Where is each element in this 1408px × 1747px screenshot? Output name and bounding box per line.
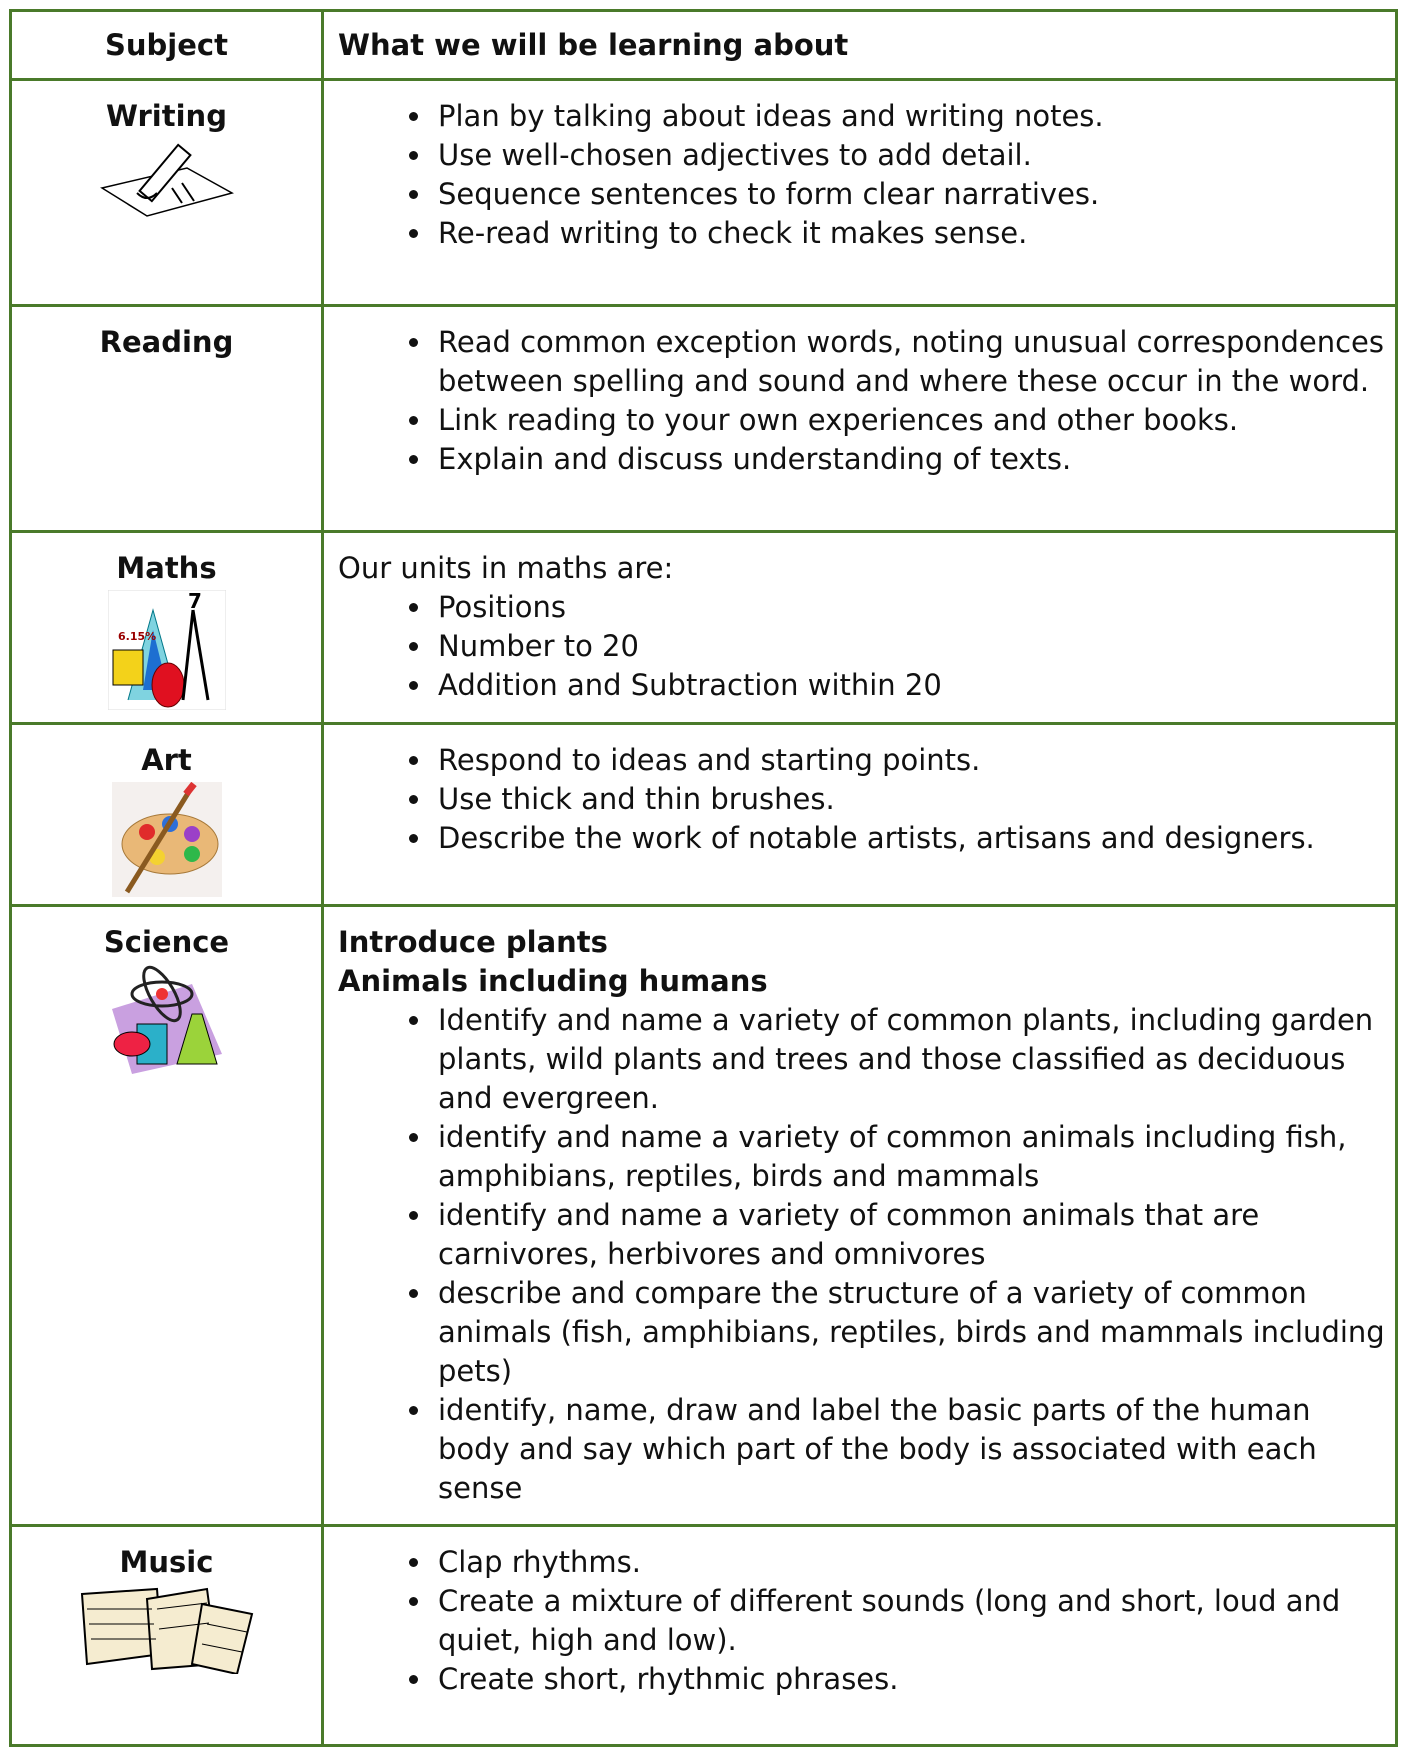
subject-cell: Writing: [9, 78, 324, 307]
subject-row: Reading Read common exception words, noti…: [9, 304, 1398, 533]
bullet-list: Plan by talking about ideas and writing …: [338, 97, 1385, 253]
bullet: Create a mixture of different sounds (lo…: [434, 1582, 1385, 1660]
subject-row: Science Introduce plants Animals including…: [9, 904, 1398, 1527]
bullet: Re-read writing to check it makes sense.: [434, 214, 1385, 253]
bullet-list: Clap rhythms.Create a mixture of differe…: [338, 1543, 1385, 1699]
header-row: Subject What we will be learning about: [9, 9, 1398, 81]
bullet: Read common exception words, noting unus…: [434, 323, 1385, 401]
heading: Animals including humans: [338, 964, 768, 998]
subject-row: Maths 6.15% 7 Our units in maths are:Positi…: [9, 530, 1398, 725]
content-cell: Our units in maths are:PositionsNumber t…: [321, 530, 1398, 725]
subject-name: Maths: [116, 551, 217, 585]
bullet: Explain and discuss understanding of tex…: [434, 440, 1385, 479]
header-learning: What we will be learning about: [321, 9, 1398, 81]
bullet: Plan by talking about ideas and writing …: [434, 97, 1385, 136]
subject-name: Writing: [106, 99, 227, 133]
bullet: Create short, rhythmic phrases.: [434, 1660, 1385, 1699]
bullet: Sequence sentences to form clear narrati…: [434, 175, 1385, 214]
bullet: Addition and Subtraction within 20: [434, 666, 1385, 705]
bullet: Clap rhythms.: [434, 1543, 1385, 1582]
subject-icon: [12, 1584, 321, 1674]
svg-text:7: 7: [188, 590, 202, 613]
content-cell: Read common exception words, noting unus…: [321, 304, 1398, 533]
table-body: Writing Plan by talking about ideas and w…: [9, 78, 1398, 1747]
bullet: identify, name, draw and label the basic…: [434, 1391, 1385, 1508]
content-cell: Introduce plants Animals including humans…: [321, 904, 1398, 1527]
header-subject: Subject: [9, 9, 324, 81]
bullet: Describe the work of notable artists, ar…: [434, 819, 1385, 858]
bullet-list: Identify and name a variety of common pl…: [338, 1001, 1385, 1508]
subject-cell: Maths 6.15% 7: [9, 530, 324, 725]
bullet: Use well-chosen adjectives to add detail…: [434, 136, 1385, 175]
bullet-list: Respond to ideas and starting points.Use…: [338, 741, 1385, 858]
subject-name: Music: [119, 1545, 214, 1579]
bullet-list: Read common exception words, noting unus…: [338, 323, 1385, 479]
content-cell: Clap rhythms.Create a mixture of differe…: [321, 1524, 1398, 1747]
bullet: Use thick and thin brushes.: [434, 780, 1385, 819]
bullet: Identify and name a variety of common pl…: [434, 1001, 1385, 1118]
bullet: identify and name a variety of common an…: [434, 1118, 1385, 1196]
heading: Introduce plants: [338, 925, 608, 959]
subject-cell: Reading: [9, 304, 324, 533]
subject-cell: Art: [9, 722, 324, 907]
subject-name: Science: [103, 925, 230, 959]
subject-row: Music Clap rhythms.Create a mixture of di…: [9, 1524, 1398, 1747]
content-cell: Respond to ideas and starting points.Use…: [321, 722, 1398, 907]
bullet: describe and compare the structure of a …: [434, 1274, 1385, 1391]
bullet: Positions: [434, 588, 1385, 627]
bullet: identify and name a variety of common an…: [434, 1196, 1385, 1274]
bullet: Number to 20: [434, 627, 1385, 666]
page: Subject What we will be learning about W…: [0, 0, 1408, 1709]
svg-text:6.15%: 6.15%: [118, 630, 156, 643]
intro: Our units in maths are:: [338, 551, 674, 585]
subject-name: Art: [141, 743, 192, 777]
bullet: Link reading to your own experiences and…: [434, 401, 1385, 440]
subject-row: Writing Plan by talking about ideas and w…: [9, 78, 1398, 307]
curriculum-table: Subject What we will be learning about W…: [9, 9, 1398, 1747]
subject-icon: [12, 782, 321, 897]
subject-icon: [12, 964, 321, 1079]
subject-icon: [12, 138, 321, 218]
subject-row: Art Respond to ideas and starting points.…: [9, 722, 1398, 907]
subject-name: Reading: [99, 325, 234, 359]
bullet: Respond to ideas and starting points.: [434, 741, 1385, 780]
subject-icon: 6.15% 7: [12, 590, 321, 710]
content-cell: Plan by talking about ideas and writing …: [321, 78, 1398, 307]
subject-cell: Science: [9, 904, 324, 1527]
subject-cell: Music: [9, 1524, 324, 1747]
bullet-list: PositionsNumber to 20Addition and Subtra…: [338, 588, 1385, 705]
